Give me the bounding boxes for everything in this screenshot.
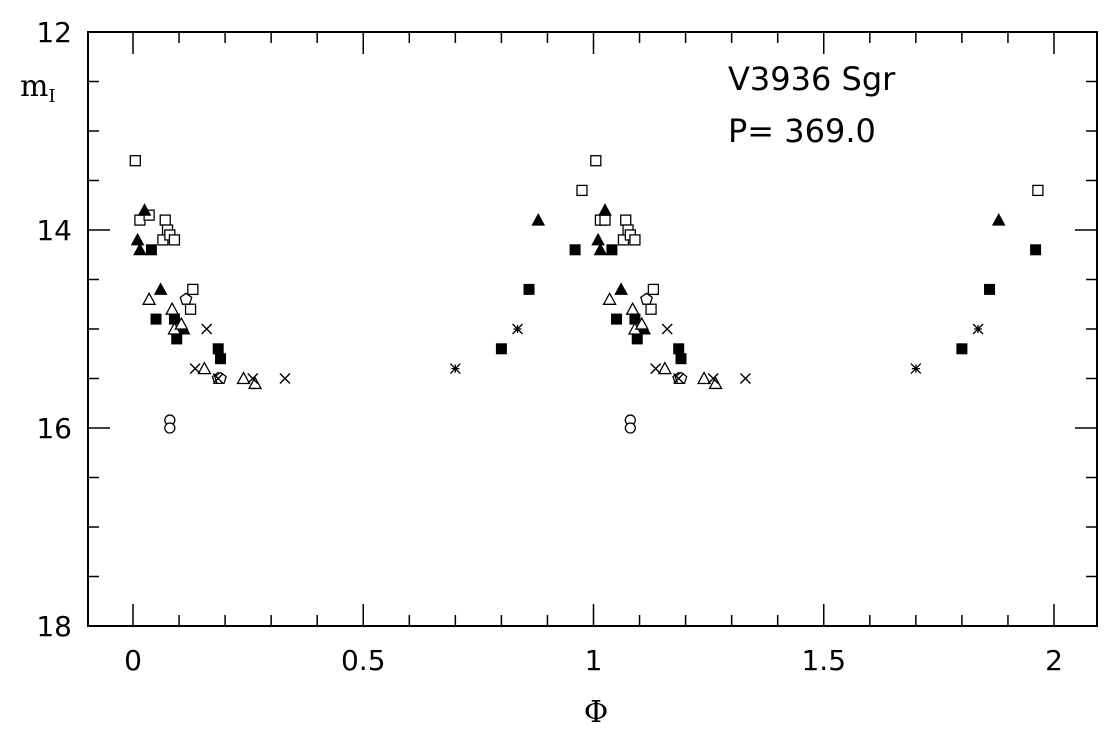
- point-open-triangle: [602, 291, 617, 305]
- y-tick-label: 14: [36, 214, 72, 247]
- x-tick-label: 1: [585, 644, 603, 677]
- point-filled-square: [673, 343, 685, 355]
- y-tick-label: 12: [36, 16, 72, 49]
- point-filled-triangle: [593, 242, 608, 256]
- x-tick-label: 1.5: [801, 644, 846, 677]
- point-cross: [673, 373, 685, 384]
- point-filled-square: [523, 283, 535, 295]
- point-open-triangle: [696, 371, 712, 385]
- point-open-triangle: [708, 376, 723, 390]
- point-filled-square: [171, 333, 183, 345]
- point-filled-square: [1030, 244, 1042, 256]
- point-star: [449, 363, 461, 375]
- point-filled-triangle: [153, 282, 168, 295]
- point-open-square: [1032, 184, 1044, 197]
- star-name-annotation: V3936 Sgr: [728, 60, 896, 98]
- y-axis-label-sub: I: [48, 86, 55, 107]
- plot-frame: [87, 31, 1098, 627]
- point-open-square: [599, 214, 611, 226]
- point-cross: [201, 323, 213, 335]
- y-axis-label: mI: [20, 69, 56, 107]
- point-open-square: [647, 283, 660, 296]
- point-star: [910, 363, 922, 375]
- point-open-square: [187, 283, 199, 296]
- point-open-triangle: [197, 361, 212, 375]
- point-filled-square: [675, 353, 687, 365]
- x-tick-label: 0.5: [341, 644, 386, 677]
- tick-labels: 0 0.5 1 1.5 2 12 14 16 18: [36, 16, 1063, 677]
- point-open-square: [184, 303, 197, 315]
- y-tick-label: 16: [36, 412, 72, 445]
- y-tick-label: 18: [36, 610, 72, 643]
- point-filled-square: [569, 244, 581, 256]
- point-filled-square: [150, 313, 162, 325]
- point-cross: [650, 363, 662, 375]
- point-filled-square: [214, 353, 226, 365]
- point-open-square: [645, 303, 657, 315]
- point-filled-triangle: [531, 213, 546, 226]
- point-filled-square: [606, 244, 618, 256]
- point-open-square: [129, 155, 141, 167]
- point-filled-square: [495, 343, 507, 355]
- axis-ticks: [88, 31, 1097, 627]
- y-axis-label-main: m: [20, 69, 48, 104]
- point-open-triangle: [236, 371, 251, 385]
- point-filled-triangle: [133, 242, 147, 256]
- point-open-square: [620, 214, 632, 226]
- point-open-triangle: [657, 361, 672, 375]
- point-filled-triangle: [991, 213, 1006, 226]
- point-filled-triangle: [598, 203, 612, 216]
- point-filled-triangle: [614, 282, 628, 295]
- point-open-triangle: [247, 376, 263, 390]
- point-open-circle: [624, 422, 636, 434]
- point-cross: [189, 363, 201, 375]
- point-cross: [247, 373, 259, 384]
- x-axis-label: Φ: [584, 695, 609, 730]
- point-cross: [661, 323, 673, 335]
- point-open-square: [576, 184, 588, 197]
- x-tick-label: 0: [124, 644, 142, 677]
- point-open-triangle: [625, 301, 640, 315]
- x-tick-label: 2: [1045, 644, 1063, 677]
- point-open-square: [168, 234, 181, 246]
- point-cross: [707, 373, 719, 384]
- point-cross: [212, 373, 224, 384]
- point-filled-triangle: [130, 232, 145, 246]
- point-open-square: [629, 234, 641, 246]
- point-filled-square: [611, 313, 623, 325]
- point-open-circle: [164, 422, 176, 434]
- point-open-triangle: [174, 316, 189, 330]
- point-filled-triangle: [591, 232, 605, 246]
- point-open-square: [134, 214, 146, 226]
- point-filled-square: [212, 343, 224, 355]
- point-cross: [739, 373, 751, 384]
- point-filled-square: [956, 343, 968, 355]
- point-open-pentagon: [640, 292, 653, 305]
- point-star: [972, 323, 984, 335]
- point-open-triangle: [165, 301, 180, 315]
- point-cross: [279, 373, 291, 384]
- period-annotation: P= 369.0: [728, 112, 876, 150]
- point-filled-triangle: [137, 203, 152, 216]
- point-star: [512, 323, 523, 335]
- point-open-pentagon: [179, 292, 193, 305]
- point-filled-square: [631, 333, 643, 345]
- point-filled-square: [145, 244, 157, 256]
- point-open-square: [159, 214, 171, 226]
- point-filled-square: [984, 283, 996, 295]
- point-open-square: [590, 155, 602, 167]
- point-open-triangle: [142, 291, 157, 305]
- data-points: [129, 155, 1044, 434]
- point-open-triangle: [634, 316, 649, 330]
